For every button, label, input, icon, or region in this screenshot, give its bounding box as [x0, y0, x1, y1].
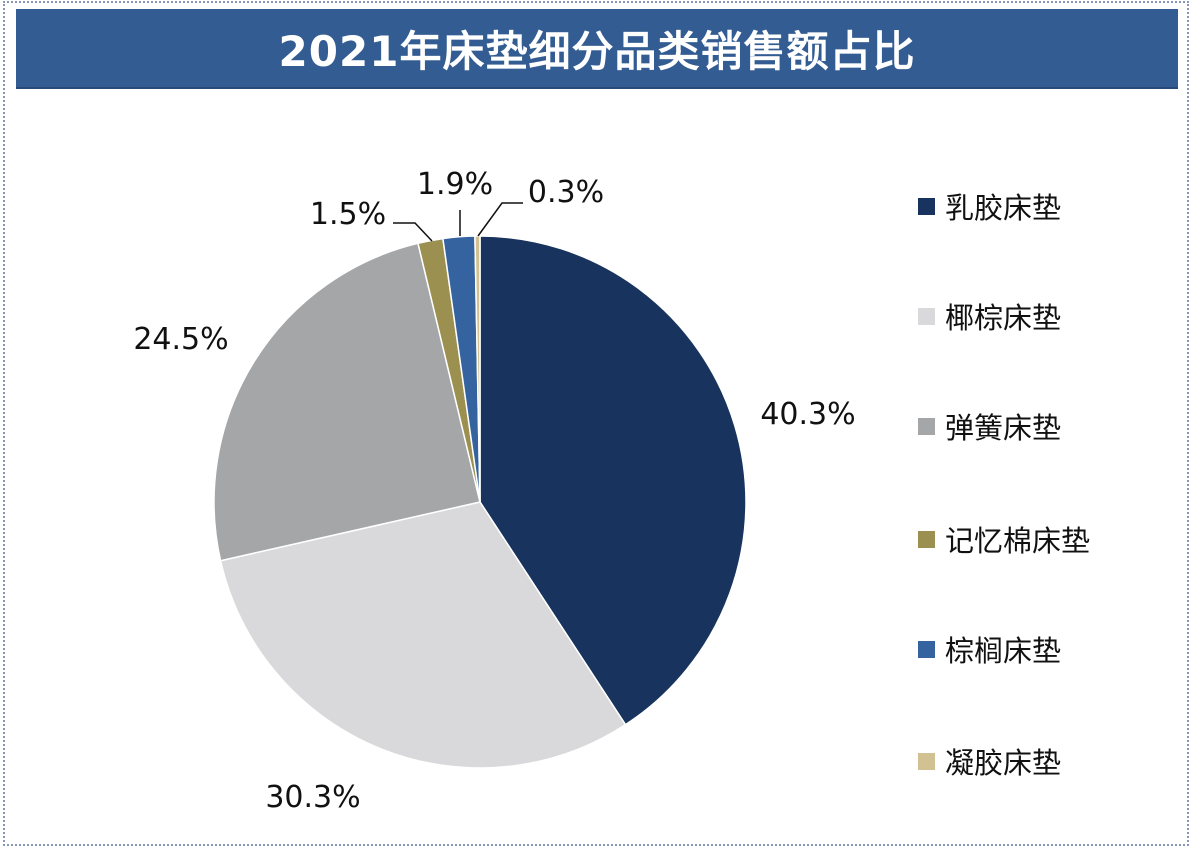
legend-item-4: 棕榈床垫 [918, 628, 1061, 670]
legend-swatch [918, 197, 935, 215]
title-bar: 2021年床垫细分品类销售额占比 [16, 9, 1178, 89]
data-label-5: 0.3% [528, 175, 604, 210]
data-label-2: 24.5% [133, 322, 228, 357]
legend-swatch [918, 530, 935, 548]
legend-label: 弹簧床垫 [945, 411, 1062, 445]
legend-item-3: 记忆棉床垫 [918, 518, 1090, 560]
pie-slice-5 [474, 235, 481, 503]
pie-slice-2 [213, 242, 481, 562]
legend-label: 椰棕床垫 [945, 301, 1062, 335]
data-label-1: 30.3% [265, 780, 360, 815]
legend-swatch [918, 307, 935, 325]
legend-item-5: 凝胶床垫 [918, 740, 1061, 782]
data-label-0: 40.3% [760, 397, 855, 432]
legend-label: 凝胶床垫 [945, 746, 1062, 780]
legend-label: 记忆棉床垫 [945, 524, 1091, 558]
legend-swatch [918, 640, 935, 658]
leader-line-5 [477, 202, 523, 237]
data-label-4: 1.9% [417, 167, 493, 202]
chart-frame [3, 1, 1189, 846]
legend-label: 乳胶床垫 [945, 191, 1062, 225]
data-label-3: 1.5% [310, 197, 386, 232]
legend-swatch [918, 752, 935, 770]
chart-title: 2021年床垫细分品类销售额占比 [278, 26, 916, 76]
legend-item-2: 弹簧床垫 [918, 405, 1061, 447]
legend-swatch [918, 417, 935, 435]
legend-label: 棕榈床垫 [945, 634, 1062, 668]
leader-line-3 [393, 222, 433, 242]
legend-item-0: 乳胶床垫 [918, 185, 1061, 227]
pie-slice-1 [219, 501, 627, 769]
legend-item-1: 椰棕床垫 [918, 295, 1061, 337]
